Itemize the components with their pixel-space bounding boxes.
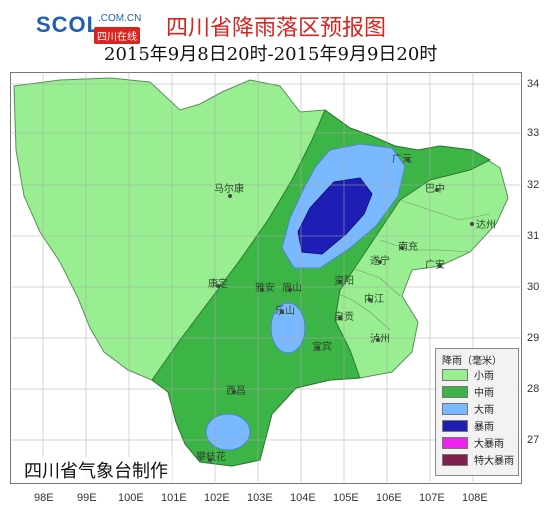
place-label: 广元: [392, 154, 412, 165]
place-label: 西昌: [226, 386, 246, 397]
x-tick-label: 103E: [247, 492, 273, 504]
logo-sub: 四川在线: [94, 27, 140, 44]
x-tick-label: 100E: [118, 492, 144, 504]
place-label: 宜宾: [312, 342, 332, 353]
legend-swatch: [442, 437, 468, 449]
map-title: 四川省降雨落区预报图: [166, 16, 387, 41]
y-tick-label: 34: [527, 78, 540, 90]
legend-swatch: [442, 403, 468, 415]
legend-item-rainstorm: 暴雨: [442, 418, 518, 433]
logo-text: SCOL: [36, 12, 102, 37]
place-label: 泸州: [370, 334, 390, 345]
heavy-rain-zone-south: [205, 413, 251, 451]
legend-item-moderate-rain: 中雨: [442, 384, 518, 399]
legend-label: 中雨: [474, 388, 494, 399]
place-label: 自贡: [334, 312, 354, 323]
place-label: 雅安: [255, 283, 275, 294]
place-label: 内江: [364, 294, 384, 305]
y-tick-label: 29: [527, 332, 540, 344]
x-tick-label: 105E: [333, 492, 359, 504]
x-tick-label: 107E: [419, 492, 445, 504]
x-tick-label: 106E: [376, 492, 402, 504]
legend-label: 特大暴雨: [474, 456, 514, 467]
x-tick-label: 104E: [290, 492, 316, 504]
x-tick-label: 102E: [204, 492, 230, 504]
legend-swatch: [442, 454, 468, 466]
grid-lines: [10, 72, 520, 482]
y-tick-label: 32: [527, 179, 540, 191]
legend-title: 降雨（毫米）: [442, 356, 502, 367]
place-label: 南充: [398, 242, 418, 253]
place-label: 达州: [476, 220, 496, 231]
legend: 降雨（毫米） 小雨 中雨 大雨 暴雨 大暴雨 特大暴雨: [435, 348, 519, 476]
x-tick-label: 98E: [34, 492, 54, 504]
place-label: 广安: [425, 260, 445, 271]
legend-swatch: [442, 386, 468, 398]
place-label: 乐山: [275, 306, 295, 317]
legend-swatch: [442, 369, 468, 381]
place-label: 巴中: [425, 184, 445, 195]
x-tick-label: 108E: [462, 492, 488, 504]
heavy-rain-zone-middle: [270, 302, 306, 354]
y-tick-label: 33: [527, 127, 540, 139]
place-label: 眉山: [282, 283, 302, 294]
x-tick-label: 101E: [161, 492, 187, 504]
legend-item-light-rain: 小雨: [442, 367, 518, 382]
logo-domain: .COM.CN: [98, 13, 142, 24]
place-label: 攀枝花: [196, 452, 226, 463]
place-label: 康定: [208, 279, 228, 290]
legend-item-heavy-rainstorm: 大暴雨: [442, 435, 518, 450]
rainstorm-zone: [297, 177, 373, 255]
y-tick-label: 28: [527, 383, 540, 395]
x-tick-label: 99E: [77, 492, 97, 504]
y-tick-label: 30: [527, 281, 540, 293]
map-subtitle: 2015年9月8日20时-2015年9月9日20时: [104, 44, 438, 65]
legend-item-extreme-rainstorm: 特大暴雨: [442, 452, 518, 467]
legend-label: 大暴雨: [474, 439, 504, 450]
credit-text: 四川省气象台制作: [20, 457, 172, 483]
header: SCOL .COM.CN 四川在线 四川省降雨落区预报图 2015年9月8日20…: [0, 0, 550, 70]
y-tick-label: 31: [527, 230, 540, 242]
legend-label: 大雨: [474, 405, 494, 416]
county-boundaries: [209, 199, 491, 401]
place-label: 马尔康: [214, 184, 244, 195]
moderate-rain-zone: [151, 109, 492, 467]
place-label: 遂宁: [370, 256, 390, 267]
legend-item-heavy-rain: 大雨: [442, 401, 518, 416]
city-markers: [208, 158, 474, 462]
legend-label: 暴雨: [474, 422, 494, 433]
y-tick-label: 27: [527, 434, 540, 446]
legend-label: 小雨: [474, 371, 494, 382]
place-label: 资阳: [334, 276, 354, 287]
scol-logo[interactable]: SCOL .COM.CN 四川在线: [36, 10, 171, 44]
legend-swatch: [442, 420, 468, 432]
